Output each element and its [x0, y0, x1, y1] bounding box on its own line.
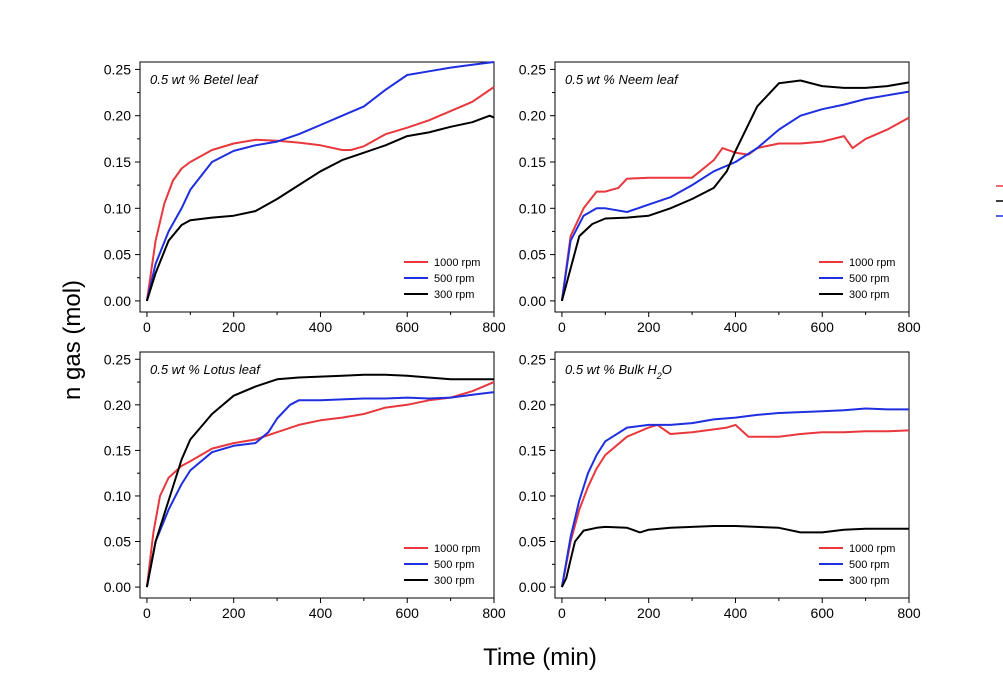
x-tick-label: 400: [724, 605, 748, 621]
panel-4: 0 200 400 600 800 0.00 0.05 0.10 0.15 0.20 0.25 0.5…: [519, 351, 921, 621]
legend-label: 500 rpm: [434, 559, 474, 571]
plot-frame: [554, 61, 910, 313]
y-tick-label: 0.10: [519, 200, 546, 216]
series-line-300-rpm: [145, 114, 495, 302]
y-tick-label: 0.00: [519, 579, 546, 595]
y-tick-label: 0.20: [519, 397, 546, 413]
legend-label: 1000 rpm: [434, 257, 480, 269]
y-tick-label: 0.15: [519, 154, 546, 170]
x-tick-label: 200: [222, 605, 246, 621]
series-line-1000-rpm: [560, 423, 910, 588]
panels: 0 200 400 600 800 0.00 0.05 0.10 0.15 0.20 0.25 0.5…: [104, 61, 921, 621]
x-tick-label: 600: [811, 605, 835, 621]
clipped-legend-fragment: [996, 185, 1003, 217]
y-tick-label: 0.10: [519, 488, 546, 504]
y-tick-label: 0.00: [519, 293, 546, 309]
legend-label: 300 rpm: [434, 575, 474, 587]
y-tick-label: 0.15: [519, 442, 546, 458]
legend-label: 500 rpm: [849, 273, 889, 285]
x-tick-label: 0: [143, 319, 151, 335]
x-tick-label: 600: [396, 605, 420, 621]
series-line-500-rpm: [560, 90, 910, 302]
y-axis-title: n gas (mol): [59, 280, 86, 400]
x-tick-label: 400: [309, 319, 333, 335]
series-line-300-rpm: [145, 373, 494, 588]
y-tick-label: 0.25: [104, 351, 131, 367]
x-tick-label: 800: [482, 605, 506, 621]
y-tick-label: 0.20: [104, 108, 131, 124]
y-tick-label: 0.25: [104, 61, 131, 77]
y-tick-label: 0.10: [104, 488, 131, 504]
y-tick-label: 0.25: [519, 61, 546, 77]
x-tick-label: 800: [897, 319, 921, 335]
x-tick-label: 400: [309, 605, 333, 621]
panel-title: 0.5 wt % Bulk H2O: [565, 362, 672, 381]
legend-label: 500 rpm: [849, 559, 889, 571]
plot-frame: [554, 351, 910, 599]
y-tick-label: 0.00: [104, 579, 131, 595]
y-tick-label: 0.15: [104, 442, 131, 458]
x-axis-title: Time (min): [483, 644, 597, 671]
panel-1: 0 200 400 600 800 0.00 0.05 0.10 0.15 0.20 0.25 0.5…: [104, 61, 506, 335]
series-line-1000-rpm: [145, 381, 495, 588]
series-line-1000-rpm: [145, 86, 495, 302]
series-line-1000-rpm: [560, 116, 910, 302]
legend-label: 1000 rpm: [849, 257, 895, 269]
legend-label: 1000 rpm: [849, 543, 895, 555]
series-line-300-rpm: [560, 79, 910, 302]
x-tick-label: 600: [811, 319, 835, 335]
panel-2: 0 200 400 600 800 0.00 0.05 0.10 0.15 0.20 0.25 0.5…: [519, 61, 921, 335]
x-tick-label: 0: [558, 605, 566, 621]
panel-title: 0.5 wt % Betel leaf: [150, 72, 259, 87]
x-tick-label: 200: [222, 319, 246, 335]
series-line-500-rpm: [145, 61, 495, 302]
legend-label: 300 rpm: [849, 575, 889, 587]
plot-frame: [139, 61, 495, 313]
y-tick-label: 0.20: [519, 108, 546, 124]
series-line-500-rpm: [145, 391, 495, 588]
series-line-300-rpm: [560, 525, 909, 588]
y-tick-label: 0.05: [104, 247, 131, 263]
plot-frame: [139, 351, 495, 599]
y-tick-label: 0.20: [104, 397, 131, 413]
x-tick-label: 200: [637, 605, 661, 621]
x-tick-label: 0: [143, 605, 151, 621]
y-tick-label: 0.00: [104, 293, 131, 309]
x-tick-label: 800: [482, 319, 506, 335]
x-tick-label: 0: [558, 319, 566, 335]
x-tick-label: 400: [724, 319, 748, 335]
y-tick-label: 0.05: [519, 534, 546, 550]
y-tick-label: 0.15: [104, 154, 131, 170]
y-tick-label: 0.05: [104, 534, 131, 550]
x-tick-label: 600: [396, 319, 420, 335]
panel-title: 0.5 wt % Lotus leaf: [150, 362, 261, 377]
legend-label: 300 rpm: [849, 289, 889, 301]
x-tick-label: 800: [897, 605, 921, 621]
legend-label: 300 rpm: [434, 289, 474, 301]
y-tick-label: 0.05: [519, 247, 546, 263]
x-tick-label: 200: [637, 319, 661, 335]
legend-label: 500 rpm: [434, 273, 474, 285]
panel-title: 0.5 wt % Neem leaf: [565, 72, 679, 87]
panel-3: 0 200 400 600 800 0.00 0.05 0.10 0.15 0.20 0.25 0.5…: [104, 351, 506, 621]
legend-label: 1000 rpm: [434, 543, 480, 555]
y-tick-label: 0.25: [519, 351, 546, 367]
y-tick-label: 0.10: [104, 200, 131, 216]
series-line-500-rpm: [560, 407, 909, 588]
